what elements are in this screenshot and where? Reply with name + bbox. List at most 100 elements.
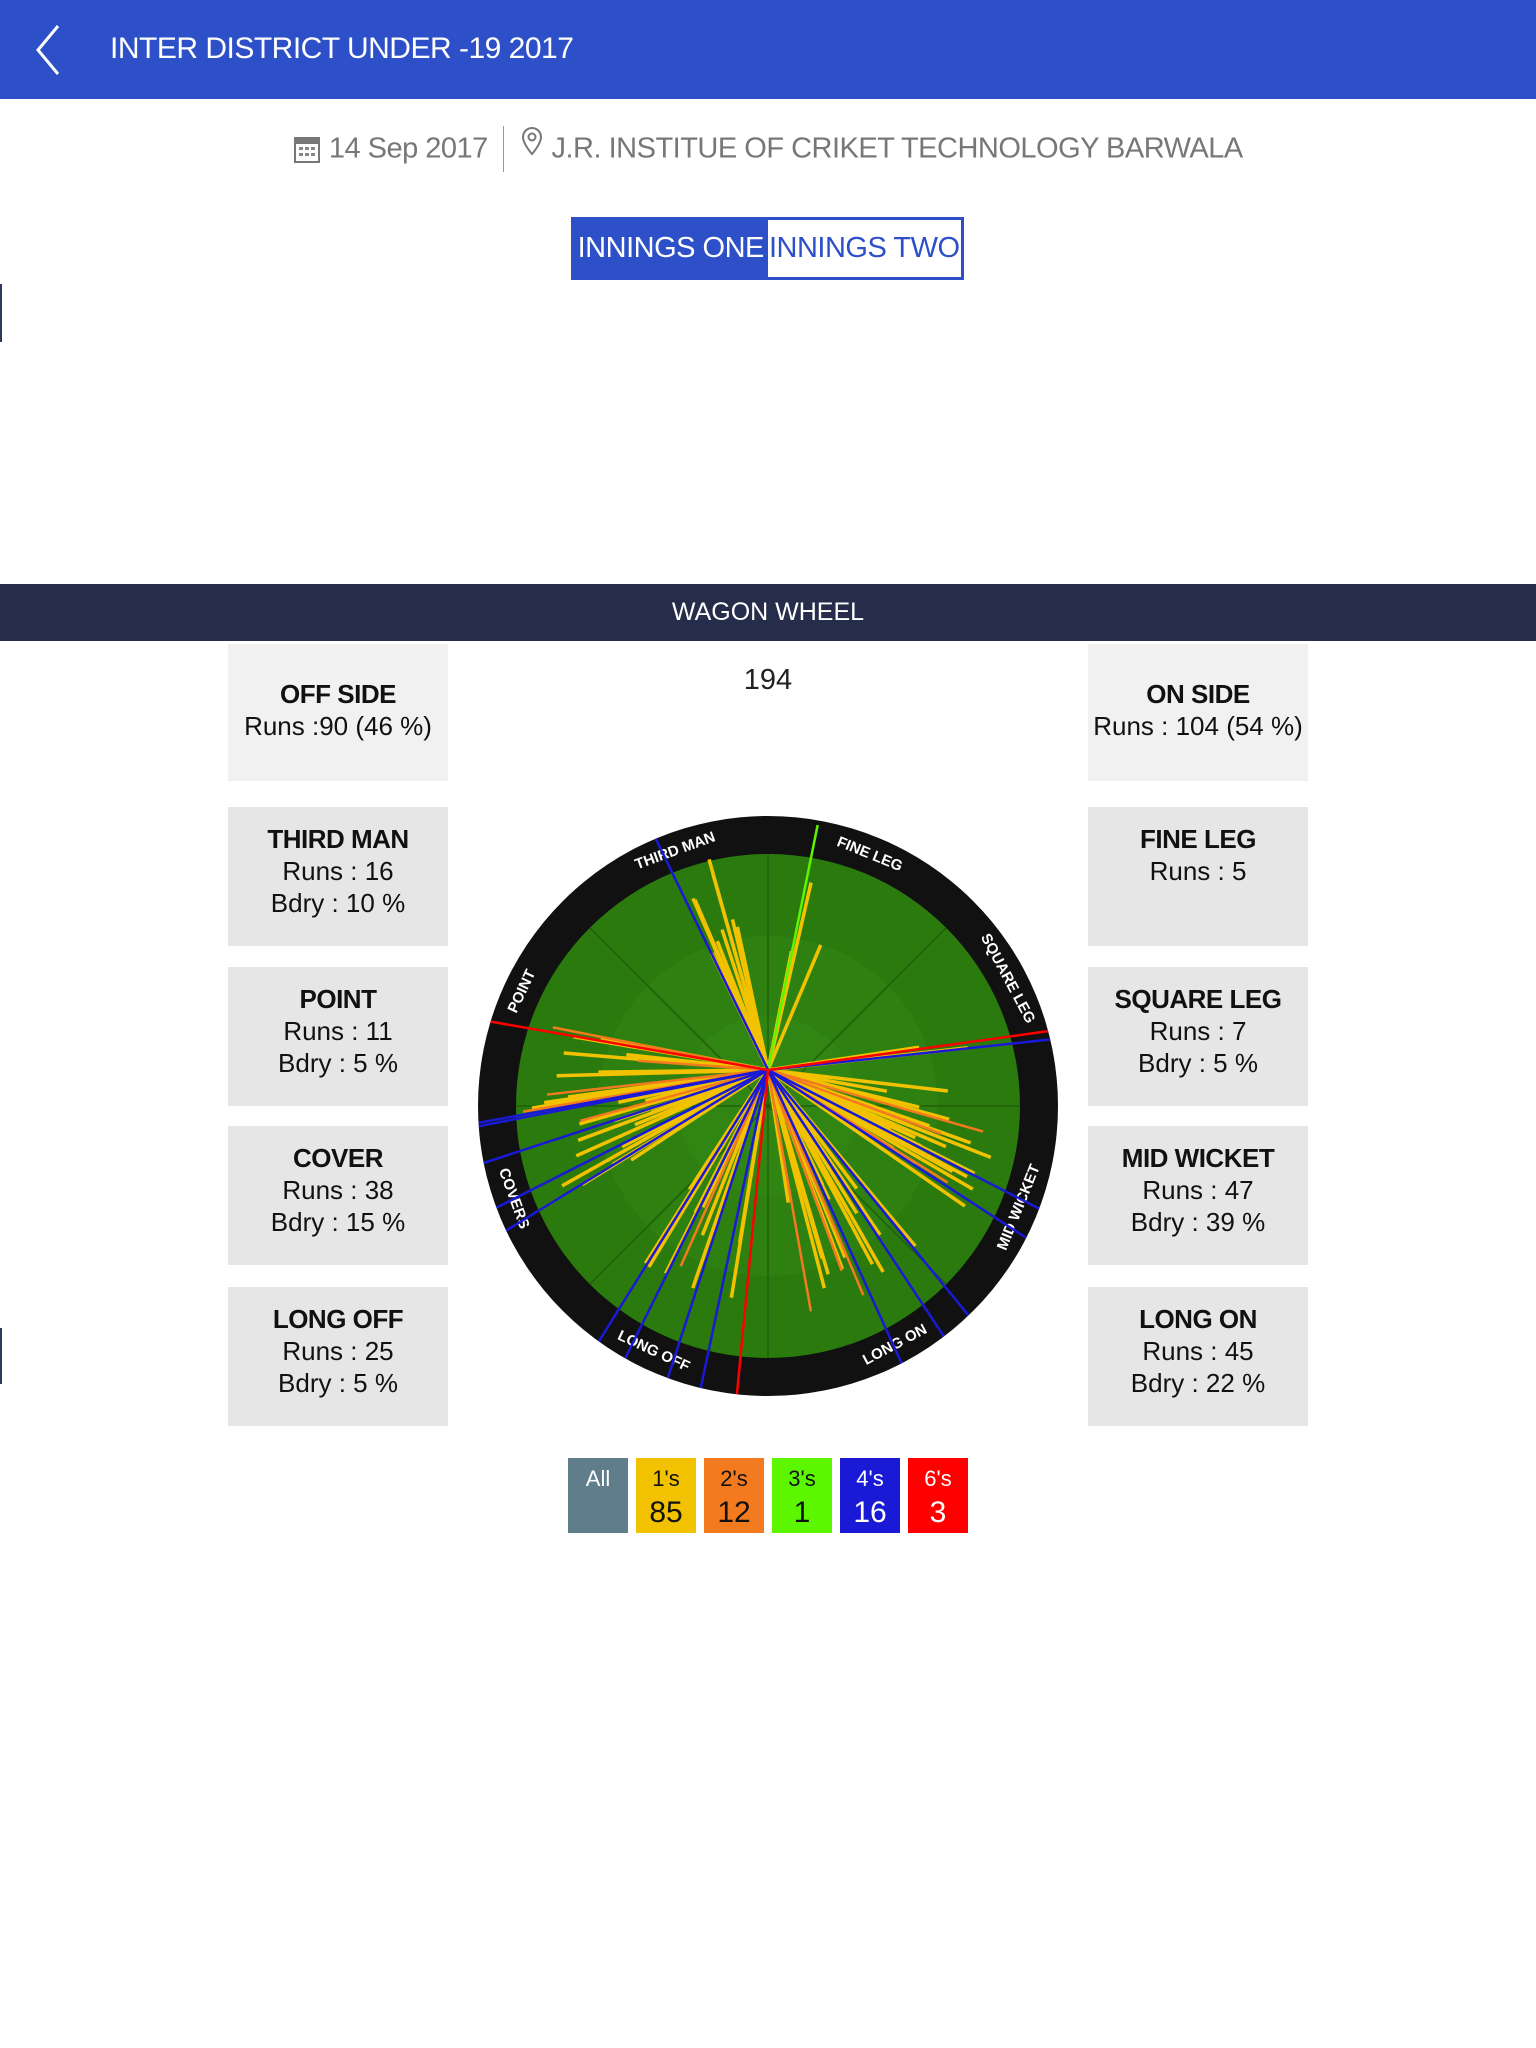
shot-line-3s bbox=[766, 824, 819, 1071]
shot-line-1s bbox=[767, 1068, 974, 1191]
legend-filter-3s[interactable]: 3's 1 bbox=[772, 1458, 832, 1533]
card-bdry: Bdry : 22 % bbox=[1130, 1368, 1266, 1398]
total-runs: 194 bbox=[743, 664, 793, 696]
shot-line-2s bbox=[546, 1068, 769, 1096]
shot-line-1s bbox=[561, 1068, 769, 1188]
card-title: LONG OFF bbox=[272, 1304, 404, 1334]
run-type-legend: All 1's 85 2's 12 3's 1 4's 16 6's 3 bbox=[568, 1458, 968, 1533]
shot-line-4s bbox=[478, 1068, 769, 1221]
shot-line-2s bbox=[679, 1069, 770, 1267]
shot-line-4s bbox=[478, 1068, 769, 1131]
card-runs: Runs : 5 bbox=[1149, 856, 1247, 886]
legend-filter-all[interactable]: All bbox=[568, 1458, 628, 1533]
shot-line-1s bbox=[598, 1068, 769, 1074]
card-bdry: Bdry : 39 % bbox=[1130, 1207, 1266, 1237]
tab-innings-two[interactable]: INNINGS TWO bbox=[767, 220, 961, 277]
card-runs: Runs : 7 bbox=[1149, 1016, 1247, 1046]
card-title: FINE LEG bbox=[1140, 824, 1256, 854]
app-header: INTER DISTRICT UNDER -19 2017 bbox=[0, 0, 1536, 99]
card-title: THIRD MAN bbox=[267, 824, 409, 854]
card-title: COVER bbox=[293, 1143, 383, 1173]
legend-label: 3's bbox=[788, 1466, 816, 1491]
shot-line-6s bbox=[767, 1023, 1058, 1072]
chevron-left-icon[interactable] bbox=[30, 22, 70, 78]
card-runs: Runs : 16 bbox=[282, 856, 394, 886]
shot-line-4s bbox=[592, 1069, 770, 1351]
zone-card-fine-leg: FINE LEG Runs : 5 bbox=[1088, 807, 1308, 946]
shot-line-4s bbox=[766, 1069, 951, 1347]
card-runs: Runs : 104 (54 %) bbox=[1093, 711, 1303, 741]
shot-line-4s bbox=[698, 1069, 770, 1394]
card-title: OFF SIDE bbox=[280, 679, 396, 709]
legend-filter-2s[interactable]: 2's 12 bbox=[704, 1458, 764, 1533]
shot-line-4s bbox=[767, 1033, 1058, 1072]
calendar-icon bbox=[294, 137, 321, 163]
wagon-wheel-header: WAGON WHEEL bbox=[0, 584, 1536, 641]
shot-line-2s bbox=[637, 1059, 769, 1072]
card-runs: Runs : 45 bbox=[1142, 1336, 1254, 1366]
shot-line-6s bbox=[478, 1012, 769, 1072]
card-bdry: Bdry : 15 % bbox=[270, 1207, 406, 1237]
card-title: MID WICKET bbox=[1121, 1143, 1275, 1173]
shot-line-1s bbox=[767, 1068, 888, 1093]
shot-line-1s bbox=[575, 1068, 769, 1158]
legend-filter-1s[interactable]: 1's 85 bbox=[636, 1458, 696, 1533]
card-bdry: Bdry : 10 % bbox=[270, 888, 406, 918]
card-title: POINT bbox=[299, 984, 377, 1014]
legend-label: 1's bbox=[652, 1466, 680, 1491]
shot-line-4s bbox=[767, 1068, 1046, 1251]
shot-line-4s bbox=[664, 1069, 770, 1385]
card-bdry: Bdry : 5 % bbox=[278, 1048, 398, 1078]
tab-innings-one[interactable]: INNINGS ONE bbox=[574, 220, 768, 277]
zone-card-square-leg: SQUARE LEG Runs : 7 Bdry : 5 % bbox=[1088, 967, 1308, 1106]
innings-toggle: INNINGS ONE INNINGS TWO bbox=[571, 217, 964, 280]
match-date: 14 Sep 2017 bbox=[328, 132, 488, 165]
shot-line-2s bbox=[767, 1068, 942, 1135]
legend-filter-4s[interactable]: 4's 16 bbox=[840, 1458, 900, 1533]
zone-card-third-man: THIRD MAN Runs : 16 Bdry : 10 % bbox=[228, 807, 448, 946]
shot-line-2s bbox=[766, 1069, 813, 1312]
match-venue: J.R. INSTITUE OF CRIKET TECHNOLOGY BARWA… bbox=[551, 132, 1243, 165]
divider bbox=[503, 126, 505, 172]
shot-line-4s bbox=[767, 1069, 978, 1327]
edge-marker bbox=[0, 284, 2, 342]
zone-card-point: POINT Runs : 11 Bdry : 5 % bbox=[228, 967, 448, 1106]
shot-line-1s bbox=[767, 1068, 949, 1093]
shot-line-4s bbox=[767, 1068, 1058, 1222]
shot-line-2s bbox=[580, 1068, 769, 1122]
match-info: 14 Sep 2017 J.R. INSTITUE OF CRIKET TECH… bbox=[0, 126, 1536, 172]
card-runs: Runs : 47 bbox=[1142, 1175, 1254, 1205]
card-runs: Runs : 38 bbox=[282, 1175, 394, 1205]
shot-line-6s bbox=[735, 1069, 770, 1396]
legend-label: 6's bbox=[924, 1466, 952, 1491]
map-pin-icon bbox=[521, 126, 542, 156]
card-runs: Runs :90 (46 %) bbox=[244, 711, 432, 741]
card-title: ON SIDE bbox=[1146, 679, 1250, 709]
zone-card-cover: COVER Runs : 38 Bdry : 15 % bbox=[228, 1126, 448, 1265]
card-bdry: Bdry : 5 % bbox=[278, 1368, 398, 1398]
shot-line-4s bbox=[486, 1068, 769, 1244]
zone-card-long-on: LONG ON Runs : 45 Bdry : 22 % bbox=[1088, 1287, 1308, 1426]
card-runs: Runs : 25 bbox=[282, 1336, 394, 1366]
card-title: LONG ON bbox=[1139, 1304, 1257, 1334]
off-side-card: OFF SIDE Runs :90 (46 %) bbox=[228, 644, 448, 781]
shot-line-1s bbox=[766, 944, 823, 1071]
page-title: INTER DISTRICT UNDER -19 2017 bbox=[110, 32, 574, 65]
legend-count: 3 bbox=[929, 1496, 947, 1529]
card-bdry: Bdry : 5 % bbox=[1138, 1048, 1258, 1078]
shot-line-4s bbox=[478, 1068, 769, 1174]
card-title: SQUARE LEG bbox=[1114, 984, 1282, 1014]
edge-marker bbox=[0, 1328, 2, 1384]
card-runs: Runs : 11 bbox=[283, 1016, 393, 1046]
shot-line-4s bbox=[620, 1069, 770, 1367]
legend-label: All bbox=[585, 1466, 611, 1491]
zone-card-mid-wicket: MID WICKET Runs : 47 Bdry : 39 % bbox=[1088, 1126, 1308, 1265]
legend-filter-6s[interactable]: 6's 3 bbox=[908, 1458, 968, 1533]
legend-count: 85 bbox=[649, 1496, 683, 1529]
legend-label: 4's bbox=[856, 1466, 884, 1491]
legend-count: 1 bbox=[793, 1496, 811, 1529]
shot-line-1s bbox=[707, 858, 770, 1071]
legend-count: 16 bbox=[853, 1496, 887, 1529]
shot-line-1s bbox=[766, 1069, 830, 1275]
